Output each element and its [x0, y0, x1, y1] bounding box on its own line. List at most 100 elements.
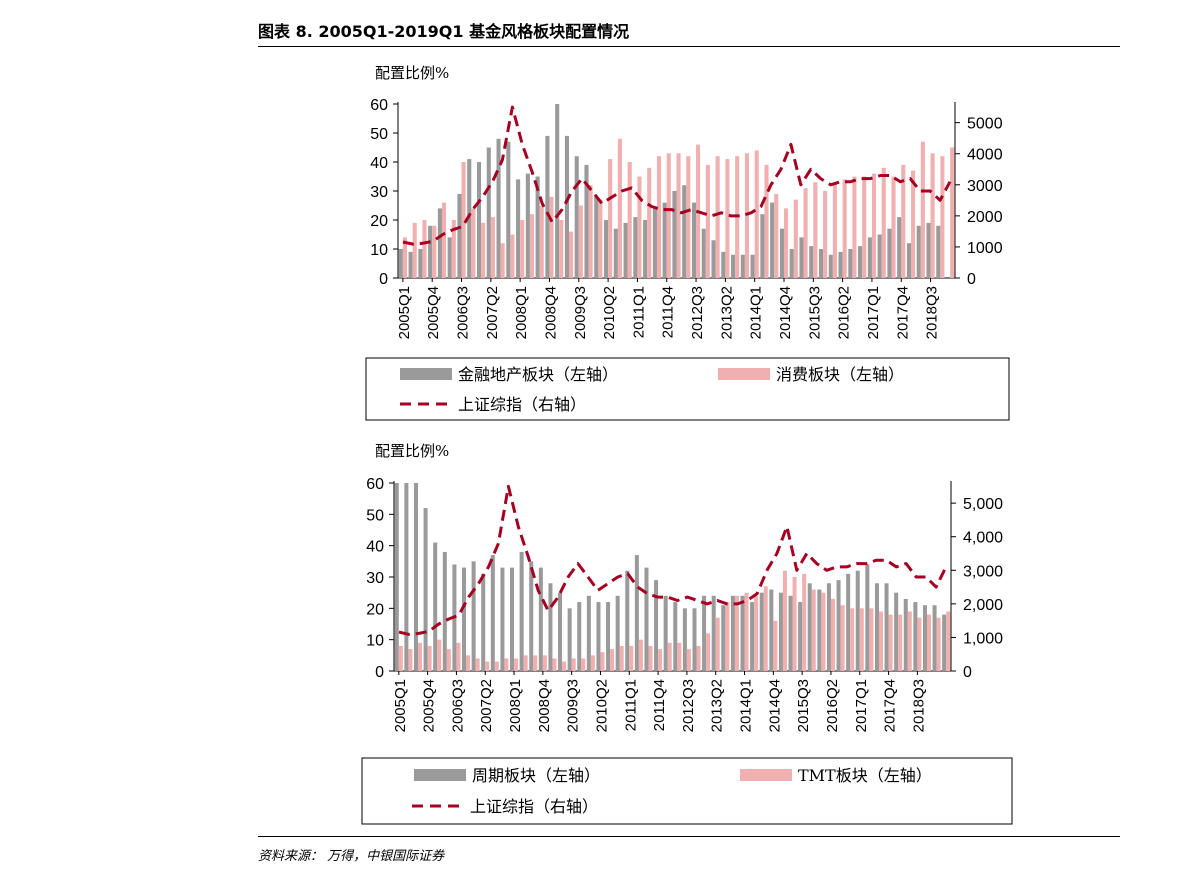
x-axis-tick-label: 2011Q1 — [622, 679, 639, 731]
x-axis-tick-label: 2009Q3 — [572, 286, 589, 339]
x-axis-tick-label: 2017Q4 — [894, 286, 911, 339]
bar-series-b — [754, 595, 759, 671]
bar-series-a — [721, 605, 726, 671]
bar-series-a — [922, 605, 927, 671]
bar-series-b — [803, 188, 808, 278]
bar-series-b — [578, 205, 583, 278]
bar-series-b — [792, 577, 797, 671]
bar-series-a — [672, 191, 677, 278]
left-axis-tick-label: 10 — [370, 242, 388, 259]
bar-series-a — [516, 179, 521, 278]
bar-series-a — [809, 246, 814, 278]
x-axis-tick-label: 2009Q3 — [565, 679, 582, 732]
right-axis-tick-label: 5000 — [967, 116, 1003, 133]
x-axis-tick-label: 2008Q4 — [536, 679, 553, 732]
index-line — [402, 105, 952, 246]
right-axis-tick-label: 5,000 — [963, 496, 1003, 513]
x-axis-tick-label: 2010Q2 — [594, 679, 611, 732]
bar-series-a — [481, 573, 486, 671]
bar-series-b — [456, 642, 461, 671]
bar-series-b — [427, 645, 432, 671]
x-axis-tick-label: 2014Q4 — [766, 679, 783, 732]
bar-series-a — [662, 202, 667, 278]
bar-series-b — [950, 147, 955, 278]
bar-series-b — [461, 162, 466, 278]
bar-series-b — [539, 205, 544, 278]
bar-series-b — [629, 645, 634, 671]
x-axis-tick-label: 2006Q3 — [449, 679, 466, 732]
bar-series-b — [451, 220, 456, 278]
bar-series-b — [840, 605, 845, 671]
bar-series-a — [828, 254, 833, 278]
chart-cyclical-tmt: 配置比例% 0 10 20 30 40 50 60 0 1,000 2,000 3,000 4,000 5… — [361, 442, 1013, 825]
bar-series-a — [643, 220, 648, 278]
bar-series-a — [750, 254, 755, 278]
bar-series-a — [858, 246, 863, 278]
bar-series-a — [926, 222, 931, 278]
left-axis-tick-label: 30 — [366, 570, 384, 587]
bar-series-a — [519, 551, 524, 671]
bar-series-b — [520, 220, 525, 278]
bar-series-b — [744, 592, 749, 671]
right-axis-tick-label: 1,000 — [963, 630, 1003, 647]
bar-series-b — [485, 661, 490, 671]
bar-series-a — [594, 196, 599, 278]
legend-swatch — [740, 769, 792, 781]
bar-series-b — [677, 642, 682, 671]
bar-series-b — [715, 617, 720, 671]
x-axis-tick-label: 2007Q2 — [478, 679, 495, 732]
bar-series-a — [574, 156, 579, 278]
bar-series-a — [408, 251, 413, 278]
x-axis-tick-label: 2012Q3 — [680, 679, 697, 732]
bar-series-a — [545, 135, 550, 278]
bar-series-a — [788, 595, 793, 671]
bar-series-b — [898, 614, 903, 671]
bar-series-b — [490, 217, 495, 278]
x-axis-tick-label: 2008Q4 — [543, 286, 560, 339]
bar-series-a — [596, 602, 601, 671]
bar-series-b — [901, 164, 906, 278]
x-axis-tick-label: 2005Q4 — [425, 286, 442, 339]
bar-series-b — [676, 153, 681, 278]
bar-series-a — [413, 483, 419, 671]
bar-series-a — [623, 222, 628, 278]
bar-series-a — [865, 564, 870, 671]
bar-series-b — [608, 159, 613, 278]
bar-series-b — [920, 141, 925, 278]
bar-series-a — [702, 595, 707, 671]
bar-series-a — [486, 147, 491, 278]
bar-series-a — [770, 202, 775, 278]
bar-series-a — [740, 595, 745, 671]
bar-series-b — [774, 193, 779, 278]
bar-series-a — [682, 185, 687, 278]
bar-series-a — [846, 573, 851, 671]
right-axis-tick-label: 4000 — [967, 147, 1003, 164]
bar-series-a — [428, 225, 433, 278]
bar-series-b — [481, 222, 486, 278]
bar-series-b — [926, 614, 932, 671]
bar-series-a — [558, 592, 563, 671]
x-axis-tick-label: 2016Q2 — [836, 286, 853, 339]
bar-series-b — [852, 176, 857, 278]
bar-series-a — [916, 225, 921, 278]
bar-series-a — [567, 608, 572, 671]
bar-series-b — [830, 598, 835, 671]
bar-series-a — [807, 583, 812, 671]
legend-label: 周期板块（左轴） — [472, 766, 600, 785]
bar-series-a — [750, 602, 755, 671]
bar-series-b — [510, 234, 515, 278]
y-unit-label: 配置比例% — [375, 64, 449, 82]
bar-series-a — [500, 567, 505, 671]
bar-series-b — [412, 222, 417, 278]
right-axis-tick-label: 2000 — [967, 209, 1003, 226]
bar-series-a — [564, 135, 569, 278]
bar-series-b — [408, 649, 413, 671]
x-axis-tick-label: 2017Q1 — [865, 286, 882, 339]
bar-series-b — [598, 199, 603, 278]
bar-series-b — [581, 658, 586, 671]
bar-series-a — [404, 483, 409, 671]
bar-series-a — [897, 217, 902, 278]
bar-series-a — [418, 249, 423, 278]
bar-series-b — [549, 196, 554, 278]
bar-series-a — [711, 595, 716, 671]
